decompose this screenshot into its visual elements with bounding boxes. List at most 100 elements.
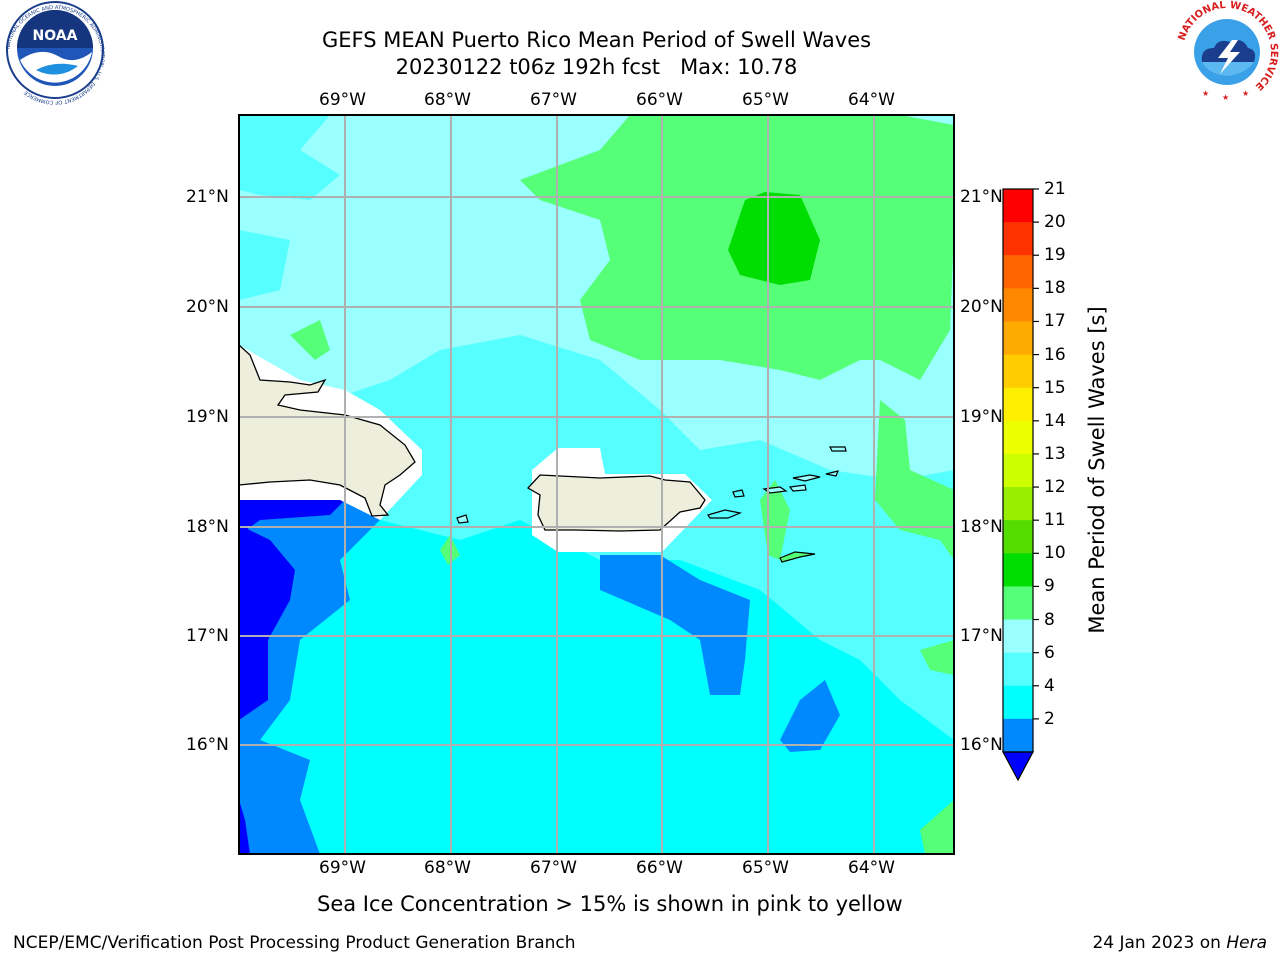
footer-machine: Hera bbox=[1226, 933, 1267, 953]
island-anegada bbox=[829, 446, 847, 452]
colorbar-tick-label: 21 bbox=[1044, 179, 1066, 199]
field-10-11s bbox=[728, 192, 820, 285]
colorbar-segment bbox=[1003, 255, 1033, 289]
lon-label-bottom: 68°W bbox=[424, 858, 471, 878]
colorbar-frame bbox=[1002, 188, 1034, 753]
colorbar-tick-label: 16 bbox=[1044, 344, 1066, 365]
lat-label-left: 18°N bbox=[186, 517, 229, 537]
field-9-10s-vi-patch bbox=[760, 480, 790, 560]
sea-ice-caption: Sea Ice Concentration > 15% is shown in … bbox=[317, 892, 903, 916]
field-6-8s-northwest bbox=[239, 115, 340, 200]
footer-left: NCEP/EMC/Verification Post Processing Pr… bbox=[13, 933, 576, 953]
field-9-10s-northeast bbox=[520, 115, 954, 380]
colorbar-tick-label: 15 bbox=[1044, 377, 1066, 398]
colorbar-segment bbox=[1003, 288, 1033, 322]
land-puerto-rico-mask bbox=[532, 448, 712, 552]
colorbar-segment bbox=[1003, 652, 1033, 687]
lat-label-right: 20°N bbox=[960, 297, 1003, 317]
colorbar-segment bbox=[1003, 619, 1033, 654]
svg-text:★: ★ bbox=[1202, 89, 1209, 98]
land-hispaniola bbox=[239, 344, 416, 517]
field-9-10s-central-patch bbox=[440, 535, 460, 565]
field-2-4s-southwest bbox=[239, 500, 380, 854]
lat-label-left: 17°N bbox=[186, 626, 229, 646]
island-tortola bbox=[792, 474, 821, 482]
lon-label-bottom: 64°W bbox=[848, 858, 895, 878]
colorbar-segment bbox=[1003, 685, 1033, 720]
map-frame bbox=[238, 114, 955, 855]
colorbar-segment bbox=[1003, 420, 1033, 455]
island-st-john bbox=[788, 484, 807, 492]
colorbar-segment bbox=[1003, 453, 1033, 488]
field-lt2s-sw-corner bbox=[239, 800, 250, 854]
colorbar-segment bbox=[1003, 354, 1033, 389]
footer-date: 24 Jan 2023 on bbox=[1092, 933, 1227, 953]
colorbar-tick-label: 20 bbox=[1044, 212, 1066, 233]
colorbar-tick-label: 9 bbox=[1044, 576, 1055, 597]
lat-label-right: 19°N bbox=[960, 407, 1003, 427]
island-st-thomas bbox=[762, 486, 788, 494]
colorbar-segment bbox=[1003, 487, 1033, 521]
land-hispaniola-mask bbox=[239, 345, 422, 520]
lat-label-left: 20°N bbox=[186, 297, 229, 317]
lat-label-left: 16°N bbox=[186, 735, 229, 755]
colorbar-segment bbox=[1003, 189, 1033, 223]
lon-label-top: 66°W bbox=[636, 90, 683, 110]
colorbar-segment bbox=[1003, 520, 1033, 554]
colorbar-segment bbox=[1003, 586, 1033, 621]
lat-label-left: 19°N bbox=[186, 407, 229, 427]
colorbar-segment bbox=[1003, 321, 1033, 356]
field-6-8s-south bbox=[239, 335, 954, 854]
colorbar-segment bbox=[1003, 222, 1033, 256]
colorbar-extend-triangle bbox=[1001, 751, 1035, 782]
lat-label-left: 21°N bbox=[186, 187, 229, 207]
footer-right: 24 Jan 2023 on Hera bbox=[1092, 933, 1267, 953]
island-mona bbox=[456, 514, 469, 524]
lon-label-top: 69°W bbox=[319, 90, 366, 110]
lon-label-bottom: 67°W bbox=[530, 858, 577, 878]
colorbar-tick-label: 4 bbox=[1044, 675, 1055, 696]
field-2-4s-southeast bbox=[780, 680, 840, 752]
svg-text:★: ★ bbox=[1222, 93, 1229, 102]
colorbar-tick-label: 18 bbox=[1044, 278, 1066, 299]
lat-label-right: 18°N bbox=[960, 517, 1003, 537]
colorbar-tick-label: 6 bbox=[1044, 642, 1055, 663]
lon-label-top: 64°W bbox=[848, 90, 895, 110]
field-lt2s-west bbox=[239, 525, 295, 720]
lat-label-right: 21°N bbox=[960, 187, 1003, 207]
field-2-4s-central bbox=[600, 555, 750, 695]
field-9-10s-se-patch bbox=[920, 640, 954, 675]
field-4-6s-central bbox=[420, 570, 560, 640]
svg-text:★: ★ bbox=[1242, 89, 1249, 98]
field-9-10s-west-patch bbox=[290, 320, 330, 360]
colorbar-tick-label: 12 bbox=[1044, 477, 1066, 498]
nws-logo: NATIONAL WEATHER SERVICE ★ ★ ★ bbox=[1177, 0, 1279, 102]
field-9-10s-se-corner bbox=[920, 800, 954, 854]
colorbar-label: Mean Period of Swell Waves [s] bbox=[1085, 306, 1109, 634]
colorbar bbox=[1001, 188, 1039, 782]
lon-label-bottom: 66°W bbox=[636, 858, 683, 878]
field-6-8s-northwest-2 bbox=[239, 230, 290, 300]
colorbar-tick-label: 19 bbox=[1044, 245, 1066, 266]
field-4-6s-south bbox=[239, 520, 954, 854]
noaa-logo: NATIONAL OCEANIC AND ATMOSPHERIC ADMINIS… bbox=[5, 1, 105, 105]
lon-label-top: 67°W bbox=[530, 90, 577, 110]
colorbar-tick-label: 10 bbox=[1044, 543, 1066, 564]
island-virgin-gorda bbox=[825, 470, 839, 477]
colorbar-segment bbox=[1003, 718, 1033, 753]
lon-label-bottom: 69°W bbox=[319, 858, 366, 878]
colorbar-segment bbox=[1003, 553, 1033, 587]
colorbar-tick-label: 17 bbox=[1044, 311, 1066, 332]
colorbar-tick-label: 13 bbox=[1044, 443, 1066, 464]
island-st-croix bbox=[779, 551, 816, 563]
colorbar-tick-label: 14 bbox=[1044, 410, 1066, 431]
map-title: GEFS MEAN Puerto Rico Mean Period of Swe… bbox=[321, 28, 872, 52]
noaa-logo-text: NOAA bbox=[33, 28, 78, 44]
field-8-9s bbox=[239, 115, 954, 854]
colorbar-tick-label: 2 bbox=[1044, 708, 1055, 729]
lat-label-right: 17°N bbox=[960, 626, 1003, 646]
field-9-10s-east bbox=[875, 400, 954, 560]
lon-label-top: 65°W bbox=[742, 90, 789, 110]
island-culebra bbox=[732, 489, 745, 498]
land-puerto-rico bbox=[526, 474, 706, 532]
